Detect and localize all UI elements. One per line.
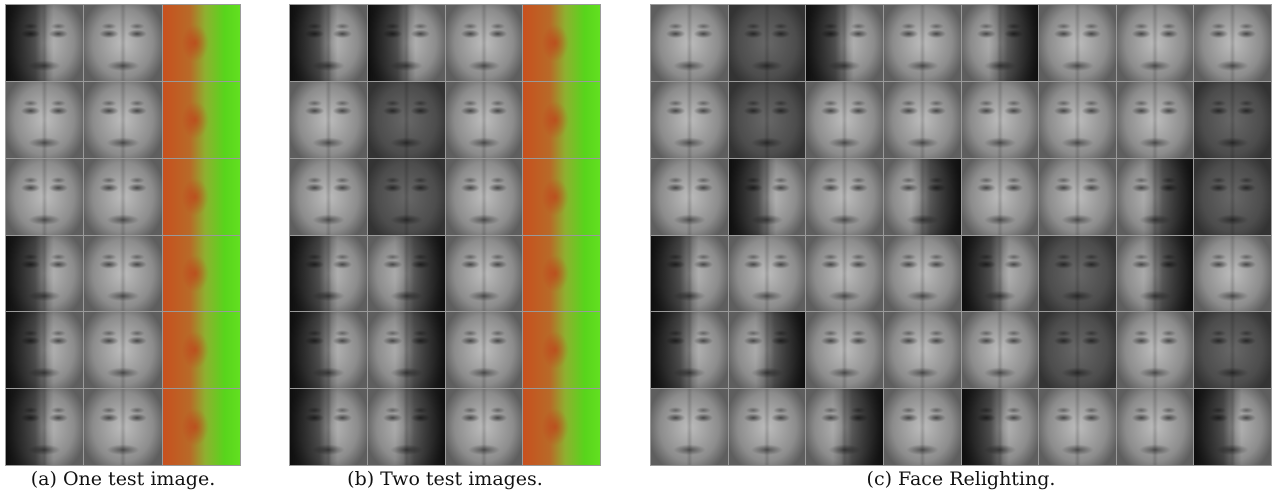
- panel-one-test-image: [5, 4, 241, 466]
- face-image: [651, 81, 728, 158]
- face-image: [1116, 312, 1194, 389]
- face-image: [728, 312, 806, 389]
- face-image: [84, 158, 162, 235]
- normal-map-image: [162, 312, 240, 389]
- face-image: [1039, 235, 1116, 312]
- face-image: [651, 312, 728, 389]
- face-image: [651, 158, 728, 235]
- face-image: [6, 312, 84, 389]
- face-image: [961, 158, 1039, 235]
- face-image: [367, 158, 445, 235]
- normal-map-image: [523, 235, 600, 312]
- face-image: [961, 5, 1039, 81]
- face-image: [84, 235, 162, 312]
- face-image: [290, 5, 367, 81]
- face-image: [961, 312, 1039, 389]
- face-grid-c: [650, 4, 1272, 466]
- face-image: [445, 235, 523, 312]
- face-image: [806, 312, 883, 389]
- face-image: [84, 312, 162, 389]
- face-image: [1194, 158, 1271, 235]
- face-image: [445, 158, 523, 235]
- normal-map-image: [523, 389, 600, 465]
- face-image: [728, 389, 806, 465]
- face-image: [445, 5, 523, 81]
- panel-two-test-images: [289, 4, 601, 466]
- normal-map-image: [162, 158, 240, 235]
- face-image: [6, 389, 84, 465]
- face-image: [883, 312, 961, 389]
- face-image: [1039, 389, 1116, 465]
- face-image: [883, 5, 961, 81]
- face-image: [651, 389, 728, 465]
- face-grid-a: [5, 4, 241, 466]
- face-image: [290, 235, 367, 312]
- face-image: [1039, 158, 1116, 235]
- face-image: [961, 81, 1039, 158]
- face-image: [1116, 158, 1194, 235]
- normal-map-image: [523, 312, 600, 389]
- face-image: [1194, 81, 1271, 158]
- normal-map-image: [162, 5, 240, 81]
- face-image: [728, 81, 806, 158]
- normal-map-image: [162, 235, 240, 312]
- face-image: [806, 81, 883, 158]
- face-image: [961, 235, 1039, 312]
- face-image: [367, 312, 445, 389]
- face-image: [84, 81, 162, 158]
- face-image: [445, 81, 523, 158]
- face-image: [806, 5, 883, 81]
- face-image: [1116, 389, 1194, 465]
- caption-a: (a) One test image.: [30, 468, 216, 490]
- face-image: [806, 389, 883, 465]
- normal-map-image: [523, 158, 600, 235]
- normal-map-image: [523, 5, 600, 81]
- face-image: [84, 389, 162, 465]
- face-image: [6, 235, 84, 312]
- face-image: [728, 235, 806, 312]
- face-image: [1194, 312, 1271, 389]
- face-image: [367, 235, 445, 312]
- face-image: [806, 158, 883, 235]
- face-image: [6, 5, 84, 81]
- face-image: [1116, 235, 1194, 312]
- face-image: [728, 5, 806, 81]
- face-image: [651, 5, 728, 81]
- face-image: [445, 312, 523, 389]
- normal-map-image: [162, 389, 240, 465]
- face-image: [1039, 5, 1116, 81]
- face-image: [806, 235, 883, 312]
- face-image: [883, 235, 961, 312]
- panel-face-relighting: [650, 4, 1272, 466]
- face-grid-b: [289, 4, 601, 466]
- face-image: [728, 158, 806, 235]
- face-image: [961, 389, 1039, 465]
- face-image: [1116, 81, 1194, 158]
- face-image: [883, 158, 961, 235]
- face-image: [367, 389, 445, 465]
- normal-map-image: [162, 81, 240, 158]
- face-image: [290, 158, 367, 235]
- face-image: [290, 81, 367, 158]
- face-image: [6, 158, 84, 235]
- caption-b: (b) Two test images.: [347, 468, 543, 490]
- face-image: [6, 81, 84, 158]
- caption-c: (c) Face Relighting.: [866, 468, 1056, 490]
- normal-map-image: [523, 81, 600, 158]
- face-image: [290, 389, 367, 465]
- face-image: [1039, 81, 1116, 158]
- face-image: [367, 81, 445, 158]
- face-image: [367, 5, 445, 81]
- face-image: [445, 389, 523, 465]
- face-image: [1194, 389, 1271, 465]
- face-image: [1194, 235, 1271, 312]
- face-image: [84, 5, 162, 81]
- face-image: [1116, 5, 1194, 81]
- face-image: [883, 389, 961, 465]
- face-image: [883, 81, 961, 158]
- face-image: [651, 235, 728, 312]
- face-image: [290, 312, 367, 389]
- face-image: [1039, 312, 1116, 389]
- face-image: [1194, 5, 1271, 81]
